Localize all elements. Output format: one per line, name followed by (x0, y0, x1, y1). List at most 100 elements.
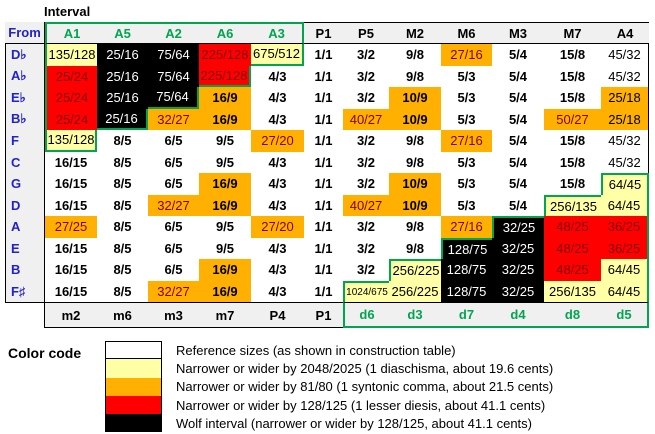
interval-cell: 8/5 (113, 262, 132, 278)
interval-cell: 5/4 (508, 47, 528, 63)
column-header-top-A5: A5 (97, 22, 148, 44)
interval-cell: 75/64 (148, 87, 199, 109)
column-header-bottom-P4: P4 (251, 302, 304, 328)
interval-cell: 6/5 (164, 219, 183, 235)
legend-label: Narrower or wider by 2048/2025 (1 diasch… (176, 360, 554, 376)
interval-cell: 45/32 (601, 44, 649, 66)
interval-cell: 4/3 (268, 111, 287, 127)
interval-cell: 32/25 (492, 237, 544, 259)
from-header: From (5, 22, 45, 44)
legend-swatch-white (105, 341, 162, 360)
interval-cell: 135/128 (45, 130, 97, 152)
interval-cell: 64/45 (601, 259, 649, 281)
column-header-top-M7: M7 (544, 22, 601, 44)
interval-cell: 4/3 (268, 283, 287, 299)
interval-cell: 5/4 (508, 133, 528, 149)
interval-cell: 16/15 (54, 262, 88, 278)
interval-cell: 15/8 (559, 176, 586, 192)
interval-cell: 3/2 (356, 133, 376, 149)
interval-cell: 16/9 (199, 108, 251, 130)
interval-cell: 3/2 (356, 90, 376, 106)
row-header: C (5, 151, 45, 173)
interval-cell: 27/20 (251, 130, 304, 152)
column-header-bottom-d4: d4 (492, 302, 544, 328)
interval-size-table: From A1 A5 A2 A6 A3 P1 P5 M2 M6 M3 M7 A4 D♭ 135/128 25/… (5, 22, 649, 328)
interval-cell: 135/128 (45, 44, 97, 66)
row-header: F♯ (5, 280, 45, 302)
interval-cell: 45/32 (601, 151, 649, 173)
row-header: E (5, 237, 45, 259)
legend-row: Narrower or wider by 81/80 (1 syntonic c… (105, 377, 554, 396)
column-header-top-A6: A6 (199, 22, 251, 44)
interval-cell: 25/16 (97, 108, 148, 130)
interval-cell: 3/2 (356, 176, 376, 192)
interval-cell: 4/3 (268, 262, 287, 278)
legend-swatch-pale_yellow (105, 359, 162, 378)
interval-cell: 10/9 (389, 173, 441, 195)
legend-row: Narrower or wider by 128/125 (1 lesser d… (105, 395, 553, 415)
interval-title: Interval (44, 4, 91, 19)
interval-cell: 32/27 (148, 108, 199, 130)
row-header: A♭ (5, 65, 45, 87)
interval-cell: 16/9 (199, 87, 251, 109)
interval-cell: 25/24 (45, 65, 97, 87)
interval-cell: 16/9 (199, 194, 251, 216)
column-header-bottom-d8: d8 (544, 302, 601, 328)
interval-cell: 4/3 (268, 176, 287, 192)
interval-cell: 64/45 (601, 194, 649, 216)
row-header: G (5, 173, 45, 195)
interval-cell: 5/4 (508, 68, 528, 84)
legend-swatch-red (105, 395, 162, 415)
interval-cell: 9/5 (215, 154, 235, 170)
interval-cell: 256/225 (389, 259, 441, 281)
legend-label: Reference sizes (as shown in constructio… (176, 342, 456, 358)
interval-cell: 3/2 (356, 68, 376, 84)
interval-cell: 6/5 (164, 133, 183, 149)
legend-swatch-orange (105, 377, 162, 396)
interval-cell: 75/64 (148, 65, 199, 87)
interval-cell: 3/2 (356, 47, 376, 63)
interval-cell: 1/1 (314, 283, 333, 299)
interval-cell: 4/3 (268, 240, 287, 256)
color-code-label: Color code (8, 345, 82, 361)
interval-cell: 16/15 (54, 176, 88, 192)
interval-cell: 32/25 (492, 259, 544, 281)
interval-cell: 8/5 (113, 197, 132, 213)
interval-cell: 1/1 (314, 111, 333, 127)
column-header-bottom-m7: m7 (199, 302, 251, 328)
interval-cell: 5/4 (508, 111, 528, 127)
interval-cell: 1/1 (314, 176, 333, 192)
interval-cell: 15/8 (559, 133, 586, 149)
interval-cell: 48/25 (544, 259, 601, 281)
column-header-top-M2: M2 (389, 22, 441, 44)
interval-cell: 8/5 (113, 283, 132, 299)
row-header: A (5, 216, 45, 238)
interval-cell: 8/5 (113, 133, 132, 149)
interval-cell: 32/27 (148, 194, 199, 216)
legend-row: Reference sizes (as shown in constructio… (105, 341, 553, 360)
interval-cell: 15/8 (559, 68, 586, 84)
interval-cell: 4/3 (268, 154, 287, 170)
row-header: E♭ (5, 87, 45, 109)
interval-cell: 256/135 (544, 280, 601, 302)
interval-cell: 40/27 (343, 108, 389, 130)
legend-label: Narrower or wider by 81/80 (1 syntonic c… (176, 379, 554, 395)
interval-cell: 32/25 (492, 280, 544, 302)
interval-cell: 4/3 (268, 90, 287, 106)
interval-cell: 16/9 (199, 173, 251, 195)
interval-cell: 15/8 (559, 90, 586, 106)
interval-cell: 9/8 (405, 47, 425, 63)
color-code-legend: Reference sizes (as shown in constructio… (105, 341, 554, 433)
interval-cell: 6/5 (164, 262, 183, 278)
interval-cell: 25/24 (45, 108, 97, 130)
row-header: B (5, 259, 45, 281)
interval-cell: 27/25 (45, 216, 97, 238)
interval-cell: 9/8 (405, 240, 425, 256)
interval-cell: 16/9 (199, 280, 251, 302)
row-header: D (5, 194, 45, 216)
column-header-bottom-d6: d6 (343, 302, 389, 328)
interval-cell: 5/3 (457, 111, 476, 127)
interval-cell: 48/25 (544, 237, 601, 259)
interval-cell: 3/2 (356, 219, 376, 235)
interval-cell: 3/2 (356, 262, 376, 278)
